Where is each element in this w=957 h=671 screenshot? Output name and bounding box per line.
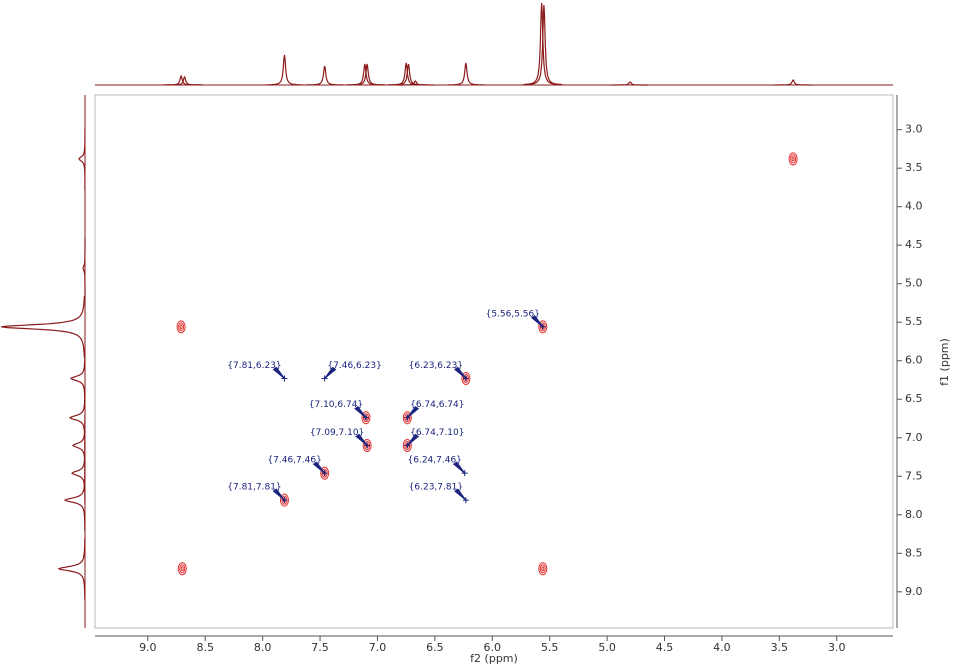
peak-label: {6.74,7.10} [410,428,464,438]
projection-peak [306,65,343,86]
y-tick-label: 9.0 [905,585,923,598]
cross-peak [791,156,795,162]
label-arrow [406,433,420,446]
projection-peak [387,62,425,86]
label-arrow [452,461,466,474]
peak-label: {7.81,7.81} [227,483,281,493]
y-tick-label: 3.0 [905,123,923,136]
plot-frame [94,94,894,629]
projection-peak [57,537,86,600]
cross-peak [538,320,548,334]
projection-peak [166,75,203,86]
projection-peak [72,414,86,477]
x-tick-label: 8.5 [196,641,214,654]
projection-peak [69,347,86,410]
peak-label: {5.56,5.56} [486,309,540,319]
y-tick-label: 7.0 [905,431,923,444]
cross-peak [179,324,183,330]
x-tick-label: 7.5 [311,641,329,654]
peak-label: {7.81,6.23} [227,361,281,371]
cross-peak [361,411,371,425]
y-tick-label: 8.0 [905,508,923,521]
y-tick-label: 3.5 [905,161,923,174]
y-tick-label: 7.5 [905,469,923,482]
x-tick-label: 6.0 [484,641,502,654]
y-axis-label: f1 (ppm) [938,338,951,386]
peak-label: {6.23,6.23} [409,361,463,371]
label-arrow [530,315,544,328]
cross-peak [279,493,289,507]
x-tick-label: 4.0 [713,641,731,654]
x-tick-label: 8.0 [254,641,272,654]
label-arrow [272,366,285,379]
label-arrow [355,433,368,446]
projection-peak [63,469,86,531]
cross-peak [788,152,798,166]
projection-peak [346,63,384,86]
label-arrow [454,488,467,501]
label-arrow [324,366,337,379]
cross-peak [320,466,330,480]
cross-peak [362,438,372,452]
x-tick-label: 9.0 [139,641,157,654]
cross-peak [541,566,545,572]
projection-peak [266,54,303,86]
peak-label: {7.46,6.23} [327,361,381,371]
projection-peak [348,63,386,86]
x-tick-label: 3.0 [828,641,846,654]
projection-peak [390,63,427,86]
peak-label: {7.10,6.74} [309,400,363,410]
projection-peak [82,237,86,300]
cross-peak [178,322,185,332]
peak-label: {6.24,7.46} [408,456,462,466]
cross-peak [176,320,186,334]
cross-peak [790,154,797,164]
peak-label: {7.09,7.10} [310,428,364,438]
cross-peak [461,371,471,385]
projection-peak [397,80,434,86]
cross-peak [402,438,412,452]
cross-peak [402,411,412,425]
y-tick-label: 8.5 [905,546,923,559]
label-arrow [454,366,467,379]
x-tick-label: 4.5 [656,641,674,654]
projection-peak [447,62,485,86]
x-axis-label: f2 (ppm) [470,652,518,665]
cross-peak [538,562,548,576]
label-arrow [406,406,420,419]
x-tick-label: 5.5 [541,641,559,654]
y-tick-label: 5.0 [905,277,923,290]
cross-peak [179,564,186,574]
y-tick-label: 6.0 [905,354,923,367]
projection-peak [68,386,86,449]
y-tick-label: 4.0 [905,200,923,213]
x-tick-label: 6.5 [426,641,444,654]
y-tick-label: 6.5 [905,392,923,405]
y-tick-label: 4.5 [905,238,923,251]
peak-label: {6.23,7.81} [409,483,463,493]
label-arrow [312,461,326,474]
x-tick-label: 7.0 [369,641,387,654]
peak-label: {6.74,6.74} [410,400,464,410]
cross-peak [539,564,546,574]
x-tick-label: 3.5 [771,641,789,654]
projection-peak [611,81,649,86]
projection-peak [523,2,560,86]
projection-peak [774,79,812,86]
projection-peak [0,295,85,358]
y-tick-label: 5.5 [905,315,923,328]
label-arrow [354,406,367,419]
projection-peak [78,128,86,190]
label-arrow [272,488,285,501]
peak-label: {7.46,7.46} [267,456,321,466]
projection-peak [525,4,563,86]
x-tick-label: 5.0 [598,641,616,654]
projection-peak [71,442,86,504]
cross-peak [177,562,187,576]
cross-peak [180,566,184,572]
